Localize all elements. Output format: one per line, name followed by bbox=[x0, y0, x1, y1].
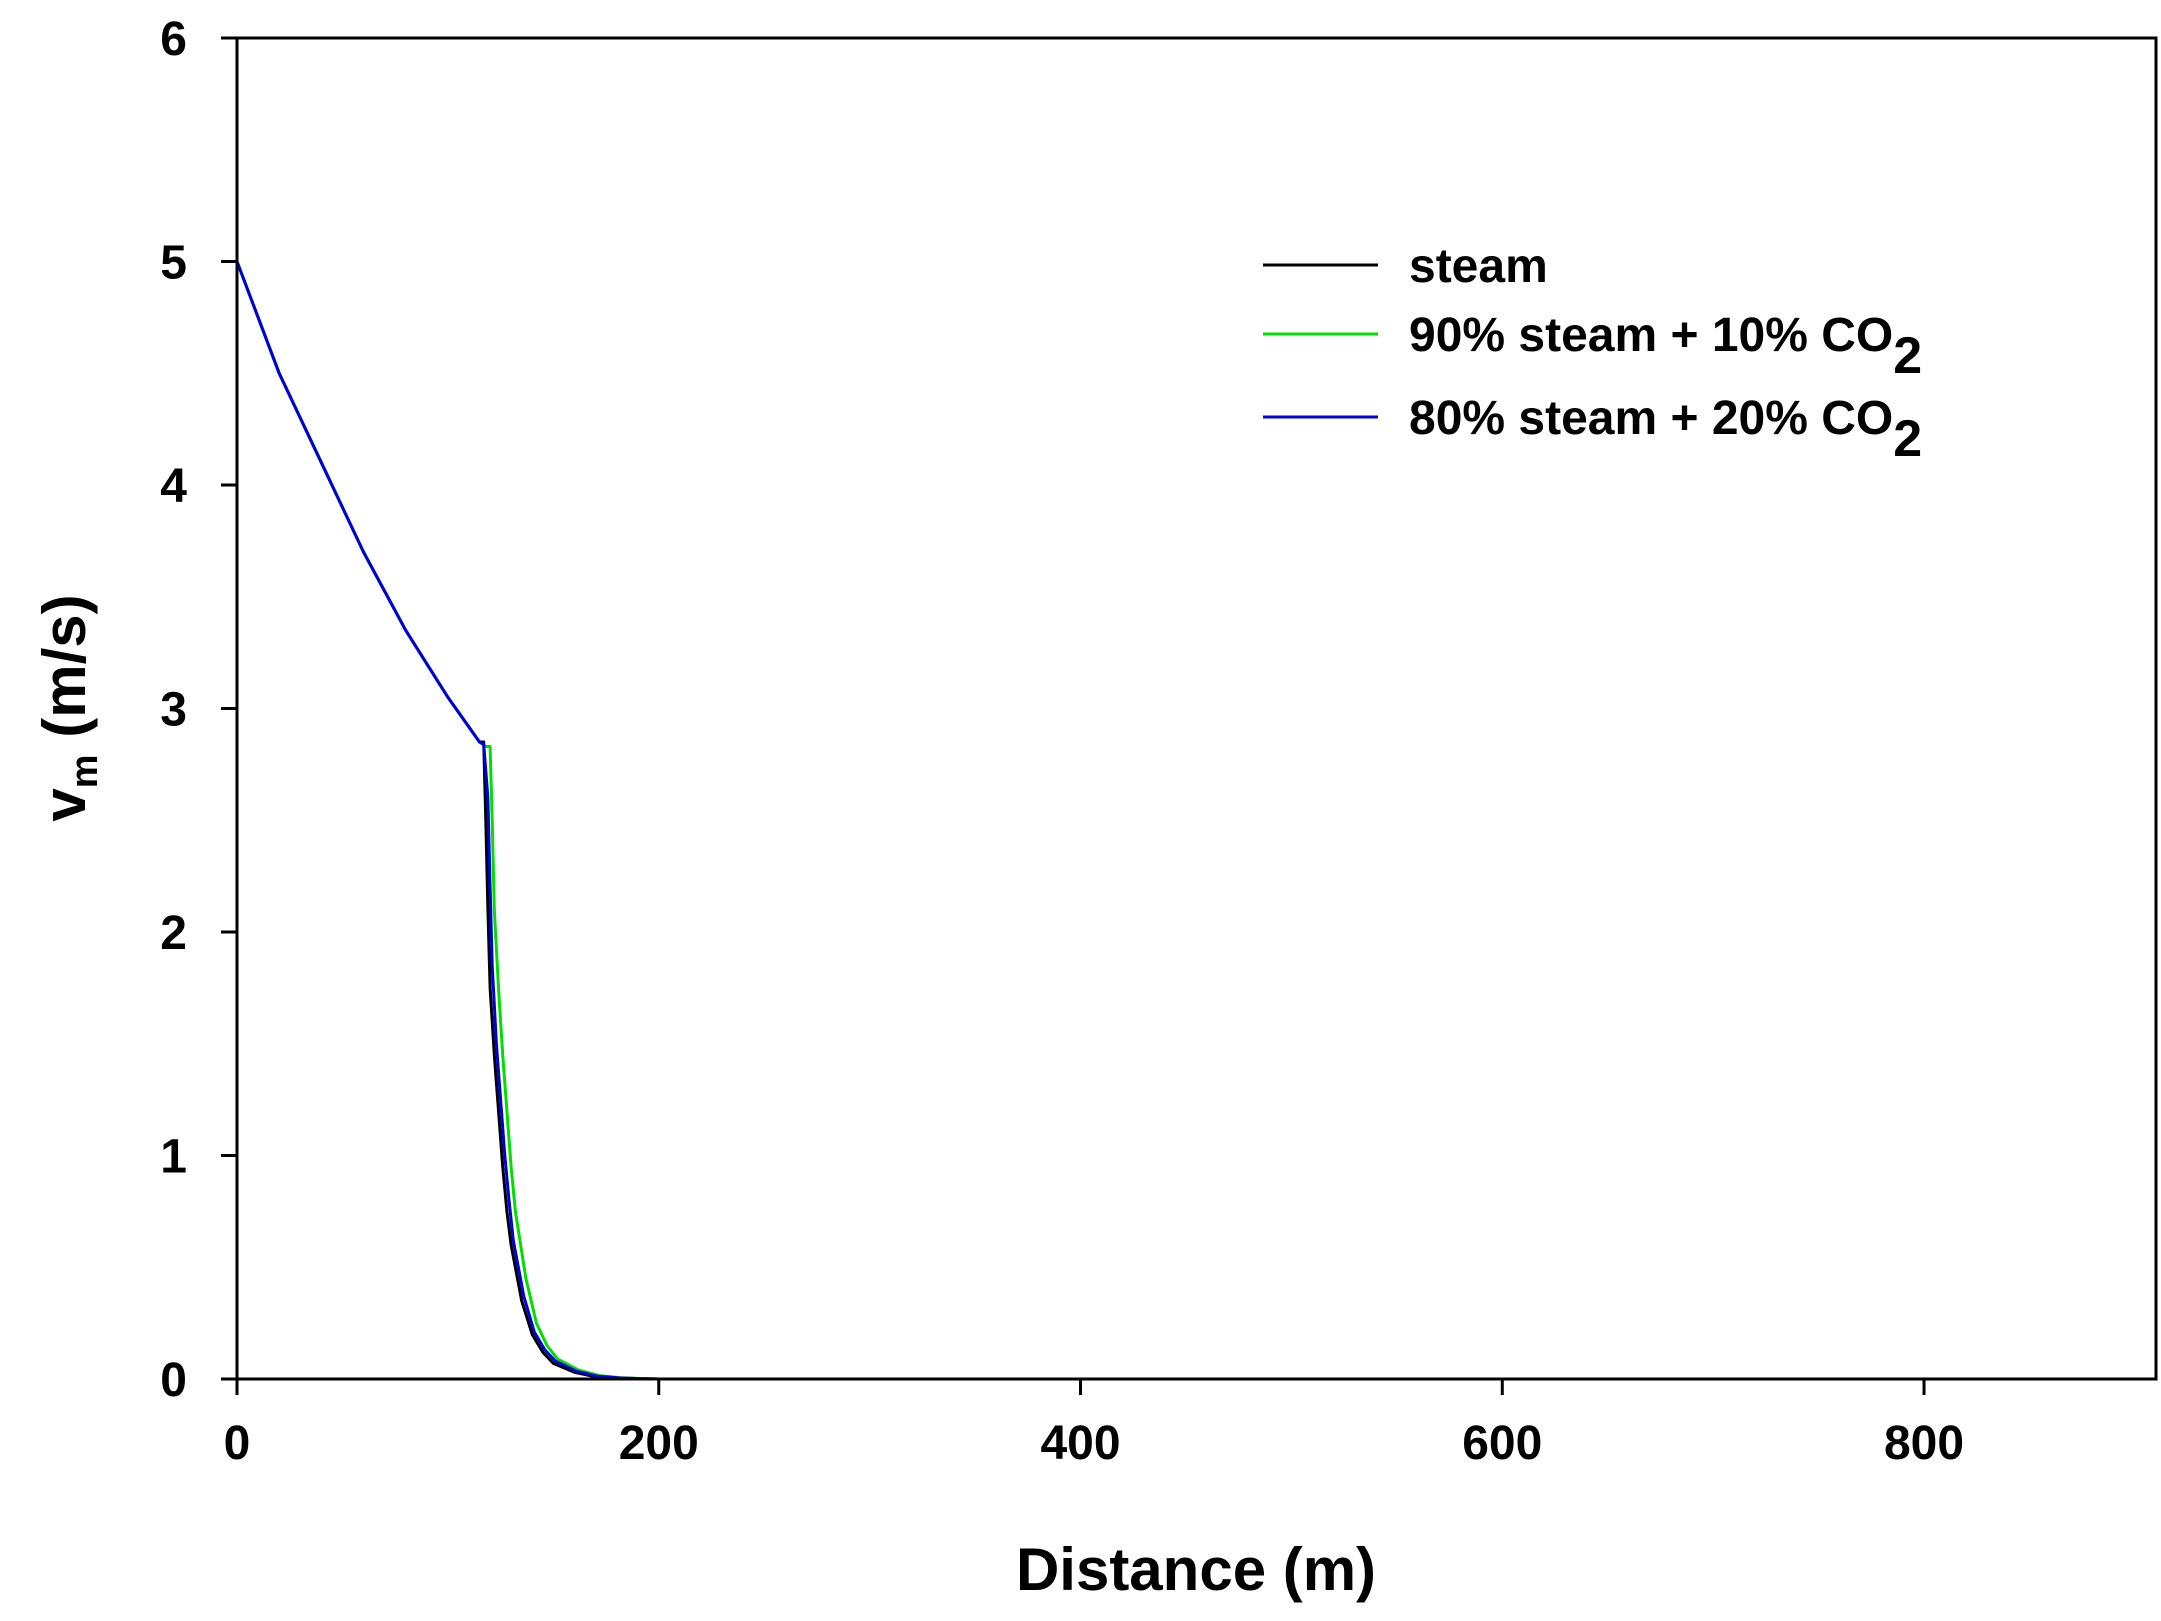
y-tick-label-1: 1 bbox=[160, 1131, 187, 1184]
legend-label-1: 90% steam + 10% CO2 bbox=[1409, 309, 1922, 385]
y-tick-label-6: 6 bbox=[160, 13, 187, 66]
y-axis-title-main: v bbox=[31, 788, 98, 822]
y-tick-label-4: 4 bbox=[160, 460, 187, 513]
y-axis-title: vm (m/s) bbox=[31, 594, 106, 821]
series-line-2 bbox=[235, 260, 1264, 1381]
x-tick-label-200: 200 bbox=[619, 1417, 699, 1470]
series-line-1 bbox=[235, 260, 1397, 1381]
legend-label-0: steam bbox=[1409, 240, 1548, 293]
legend-label-main-0: steam bbox=[1409, 240, 1548, 293]
plot-frame bbox=[235, 36, 2158, 1381]
x-tick-label-0: 0 bbox=[224, 1417, 251, 1470]
x-axis-title: Distance (m) bbox=[1016, 1536, 1376, 1603]
y-axis-title-subscript: m bbox=[64, 754, 106, 788]
x-tick-label-400: 400 bbox=[1040, 1417, 1120, 1470]
series-layer bbox=[235, 260, 1418, 1381]
legend-label-main-2: 80% steam + 20% CO bbox=[1409, 392, 1893, 445]
legend-label-subscript-2: 2 bbox=[1893, 410, 1922, 468]
y-tick-label-0: 0 bbox=[160, 1354, 187, 1407]
ticks-layer: 0 200 400 600 800 0 1 2 3 4 5 6 bbox=[160, 13, 1964, 1470]
legend-label-main-1: 90% steam + 10% CO bbox=[1409, 309, 1893, 362]
y-tick-label-3: 3 bbox=[160, 684, 187, 737]
legend-label-subscript-1: 2 bbox=[1893, 327, 1922, 385]
series-line-0 bbox=[235, 260, 1418, 1381]
y-tick-label-5: 5 bbox=[160, 237, 187, 290]
y-tick-label-2: 2 bbox=[160, 907, 187, 960]
x-tick-label-800: 800 bbox=[1884, 1417, 1964, 1470]
legend-label-2: 80% steam + 20% CO2 bbox=[1409, 392, 1922, 468]
y-axis-title-unit: (m/s) bbox=[31, 594, 98, 754]
x-tick-label-600: 600 bbox=[1462, 1417, 1542, 1470]
